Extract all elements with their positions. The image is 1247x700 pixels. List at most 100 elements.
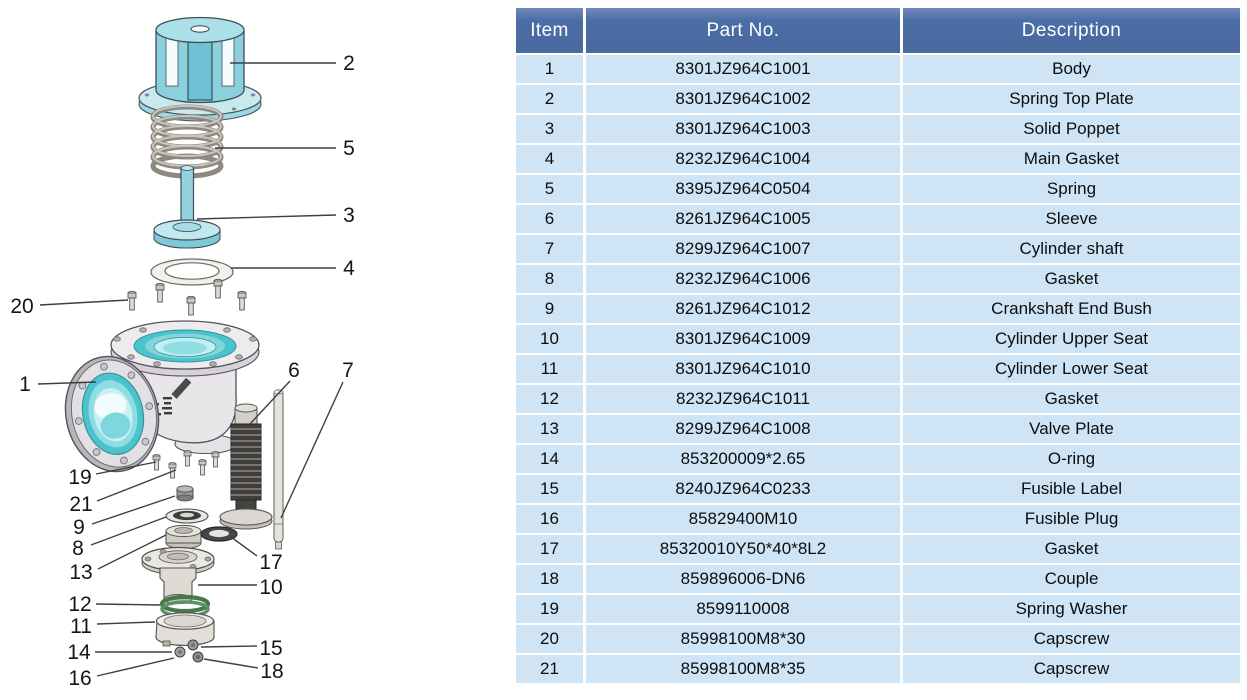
cell-description: Spring Top Plate xyxy=(903,85,1240,113)
callout-number: 17 xyxy=(259,551,282,574)
cell-part-no: 8301JZ964C1001 xyxy=(586,55,900,83)
cell-description: Gasket xyxy=(903,385,1240,413)
cell-part-no: 8232JZ964C1006 xyxy=(586,265,900,293)
cell-description: Cylinder Lower Seat xyxy=(903,355,1240,383)
cell-part-no: 8301JZ964C1010 xyxy=(586,355,900,383)
cell-part-no: 8261JZ964C1005 xyxy=(586,205,900,233)
cell-description: Cylinder Upper Seat xyxy=(903,325,1240,353)
table-row: 1 8301JZ964C1001 Body xyxy=(516,55,1240,83)
cell-description: Spring Washer xyxy=(903,595,1240,623)
callout-number: 19 xyxy=(68,466,91,489)
part-gasket-8 xyxy=(165,508,209,524)
callout-number: 5 xyxy=(343,137,355,160)
cell-description: Spring xyxy=(903,175,1240,203)
cell-item: 8 xyxy=(516,265,583,293)
part-cylinder-upper-seat xyxy=(141,546,215,605)
part-sleeve xyxy=(219,403,273,530)
part-fittings-cluster xyxy=(174,639,204,663)
cell-description: Crankshaft End Bush xyxy=(903,295,1240,323)
cell-item: 14 xyxy=(516,445,583,473)
table-row: 8 8232JZ964C1006 Gasket xyxy=(516,265,1240,293)
cell-description: O-ring xyxy=(903,445,1240,473)
cell-item: 20 xyxy=(516,625,583,653)
callout-number: 10 xyxy=(259,576,282,599)
part-valve-plate xyxy=(165,524,202,550)
callout-number: 13 xyxy=(69,561,92,584)
callout-leader-line xyxy=(96,657,175,677)
cell-item: 19 xyxy=(516,595,583,623)
callout-number: 9 xyxy=(73,516,85,539)
table-row: 13 8299JZ964C1008 Valve Plate xyxy=(516,415,1240,443)
callout-number: 1 xyxy=(19,373,31,396)
table-row: 20 85998100M8*30 Capscrew xyxy=(516,625,1240,653)
exploded-view-diagram: 2 5 3 4 20 1 6 7 19 21 9 8 13 12 11 14 16 17 10 15 18 xyxy=(0,0,516,700)
table-header-row: Item Part No. Description xyxy=(516,8,1240,53)
cell-item: 6 xyxy=(516,205,583,233)
part-cylinder-shaft xyxy=(273,389,284,550)
callout-leader-line xyxy=(91,495,176,525)
parts-table: Item Part No. Description 1 8301JZ964C100… xyxy=(516,8,1240,683)
table-row: 7 8299JZ964C1007 Cylinder shaft xyxy=(516,235,1240,263)
cell-description: Solid Poppet xyxy=(903,115,1240,143)
callout-number: 11 xyxy=(70,615,92,638)
callout-number: 4 xyxy=(343,257,355,280)
cell-item: 7 xyxy=(516,235,583,263)
table-row: 10 8301JZ964C1009 Cylinder Upper Seat xyxy=(516,325,1240,353)
table-row: 14 853200009*2.65 O-ring xyxy=(516,445,1240,473)
cell-part-no: 8232JZ964C1004 xyxy=(586,145,900,173)
cell-description: Sleeve xyxy=(903,205,1240,233)
table-row: 18 859896006-DN6 Couple xyxy=(516,565,1240,593)
cell-item: 18 xyxy=(516,565,583,593)
cell-item: 3 xyxy=(516,115,583,143)
cell-part-no: 8599110008 xyxy=(586,595,900,623)
callout-leader-line xyxy=(280,381,344,519)
callout-leader-line xyxy=(196,214,337,220)
cell-item: 10 xyxy=(516,325,583,353)
col-header-item: Item xyxy=(516,8,583,53)
callout-number: 3 xyxy=(343,204,355,227)
part-solid-poppet xyxy=(153,165,221,249)
callout-leader-line xyxy=(37,381,97,385)
callout-leader-line xyxy=(97,534,167,570)
cell-item: 12 xyxy=(516,385,583,413)
cell-description: Capscrew xyxy=(903,625,1240,653)
table-row: 12 8232JZ964C1011 Gasket xyxy=(516,385,1240,413)
cell-description: Couple xyxy=(903,565,1240,593)
part-spring xyxy=(150,104,224,179)
cell-part-no: 8395JZ964C0504 xyxy=(586,175,900,203)
cell-description: Body xyxy=(903,55,1240,83)
cell-part-no: 85998100M8*35 xyxy=(586,655,900,683)
cell-item: 16 xyxy=(516,505,583,533)
callout-leader-line xyxy=(200,645,258,648)
part-cylinder-lower-seat xyxy=(155,612,215,647)
cell-part-no: 859896006-DN6 xyxy=(586,565,900,593)
callout-number: 15 xyxy=(259,637,282,660)
callout-leader-line xyxy=(203,658,259,669)
body-left-flange xyxy=(64,355,160,473)
table-row: 21 85998100M8*35 Capscrew xyxy=(516,655,1240,683)
cell-item: 11 xyxy=(516,355,583,383)
cell-part-no: 85320010Y50*40*8L2 xyxy=(586,535,900,563)
callout-number: 18 xyxy=(260,660,283,683)
callout-leader-line xyxy=(249,380,291,425)
cell-part-no: 85998100M8*30 xyxy=(586,625,900,653)
cell-item: 21 xyxy=(516,655,583,683)
part-capscrews-lower xyxy=(152,450,220,479)
cell-description: Fusible Label xyxy=(903,475,1240,503)
cell-item: 2 xyxy=(516,85,583,113)
cell-part-no: 85829400M10 xyxy=(586,505,900,533)
cell-item: 1 xyxy=(516,55,583,83)
callout-number: 2 xyxy=(343,52,355,75)
table-row: 15 8240JZ964C0233 Fusible Label xyxy=(516,475,1240,503)
cell-description: Capscrew xyxy=(903,655,1240,683)
cell-item: 9 xyxy=(516,295,583,323)
cell-description: Fusible Plug xyxy=(903,505,1240,533)
cell-part-no: 8240JZ964C0233 xyxy=(586,475,900,503)
table-row: 5 8395JZ964C0504 Spring xyxy=(516,175,1240,203)
callout-leader-line xyxy=(95,461,157,475)
table-row: 2 8301JZ964C1002 Spring Top Plate xyxy=(516,85,1240,113)
cell-description: Main Gasket xyxy=(903,145,1240,173)
cell-part-no: 853200009*2.65 xyxy=(586,445,900,473)
table-row: 4 8232JZ964C1004 Main Gasket xyxy=(516,145,1240,173)
